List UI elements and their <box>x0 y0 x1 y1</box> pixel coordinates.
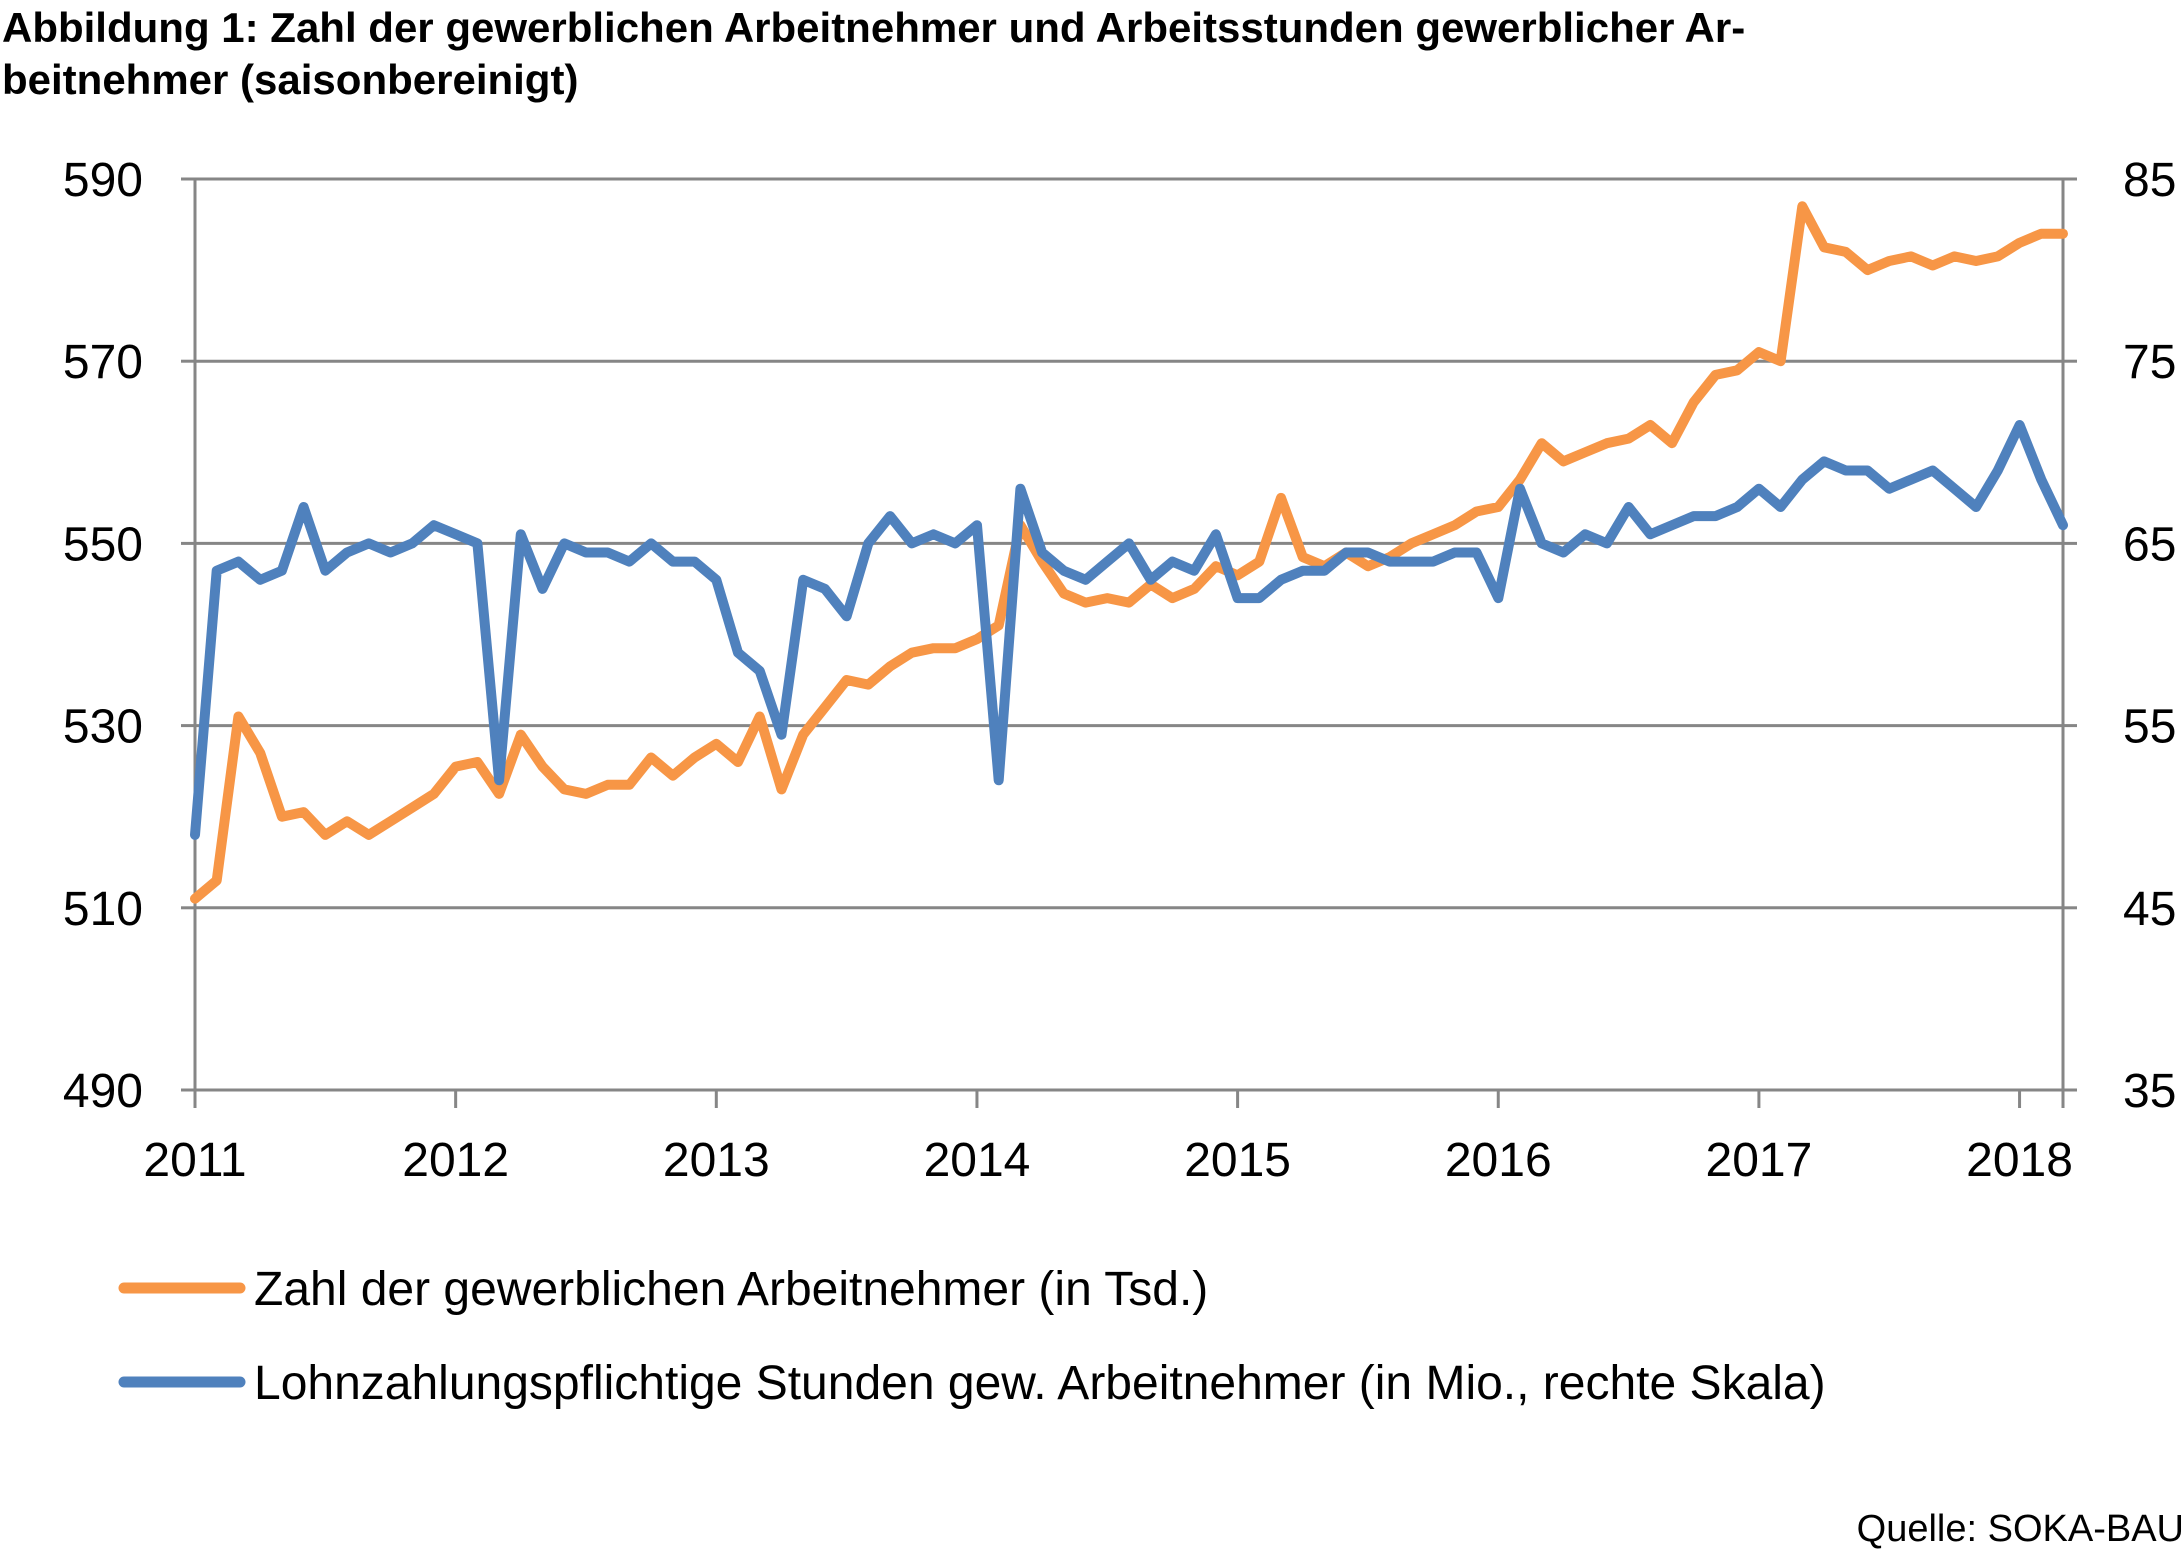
y-right-tick-label: 55 <box>2123 701 2176 754</box>
legend-label-1: Zahl der gewerblichen Arbeitnehmer (in T… <box>254 1263 1208 1316</box>
y-right-tick-label: 85 <box>2123 154 2176 207</box>
series-lines <box>190 201 2068 904</box>
x-tick-label: 2014 <box>924 1134 1031 1187</box>
y-right-tick-label: 35 <box>2123 1065 2176 1118</box>
x-tick-label: 2016 <box>1445 1134 1552 1187</box>
series-line-2 <box>190 420 2068 840</box>
x-tick-label: 2018 <box>1966 1134 2073 1187</box>
y-left-tick-label: 530 <box>63 701 143 754</box>
legend: Zahl der gewerblichen Arbeitnehmer (in T… <box>118 1263 1826 1410</box>
chart-title-line-1: Abbildung 1: Zahl der gewerblichen Arbei… <box>2 4 1746 51</box>
axes: 490 35 510 45 530 55 550 65 570 75 590 85 2011 2012 20… <box>63 154 2176 1187</box>
x-tick-label: 2015 <box>1184 1134 1291 1187</box>
x-tick-label: 2011 <box>143 1134 246 1187</box>
chart-title: Abbildung 1: Zahl der gewerblichen Arbei… <box>2 2 2172 106</box>
legend-label-2: Lohnzahlungspflichtige Stunden gew. Arbe… <box>254 1357 1826 1410</box>
y-left-tick-label: 570 <box>63 336 143 389</box>
series-line-1 <box>190 201 2068 904</box>
y-right-tick-label: 75 <box>2123 336 2176 389</box>
y-left-tick-label: 550 <box>63 518 143 571</box>
x-tick-label: 2017 <box>1706 1134 1813 1187</box>
x-tick-label: 2013 <box>663 1134 770 1187</box>
y-right-tick-label: 65 <box>2123 518 2176 571</box>
chart-title-line-2: beitnehmer (saisonbereinigt) <box>2 56 579 103</box>
y-right-tick-label: 45 <box>2123 883 2176 936</box>
source-note: Quelle: SOKA-BAU <box>1856 1508 2184 1550</box>
x-tick-label: 2012 <box>402 1134 509 1187</box>
gridlines <box>195 177 2063 1092</box>
y-left-tick-label: 590 <box>63 154 143 207</box>
y-left-tick-label: 490 <box>63 1065 143 1118</box>
y-left-tick-label: 510 <box>63 883 143 936</box>
